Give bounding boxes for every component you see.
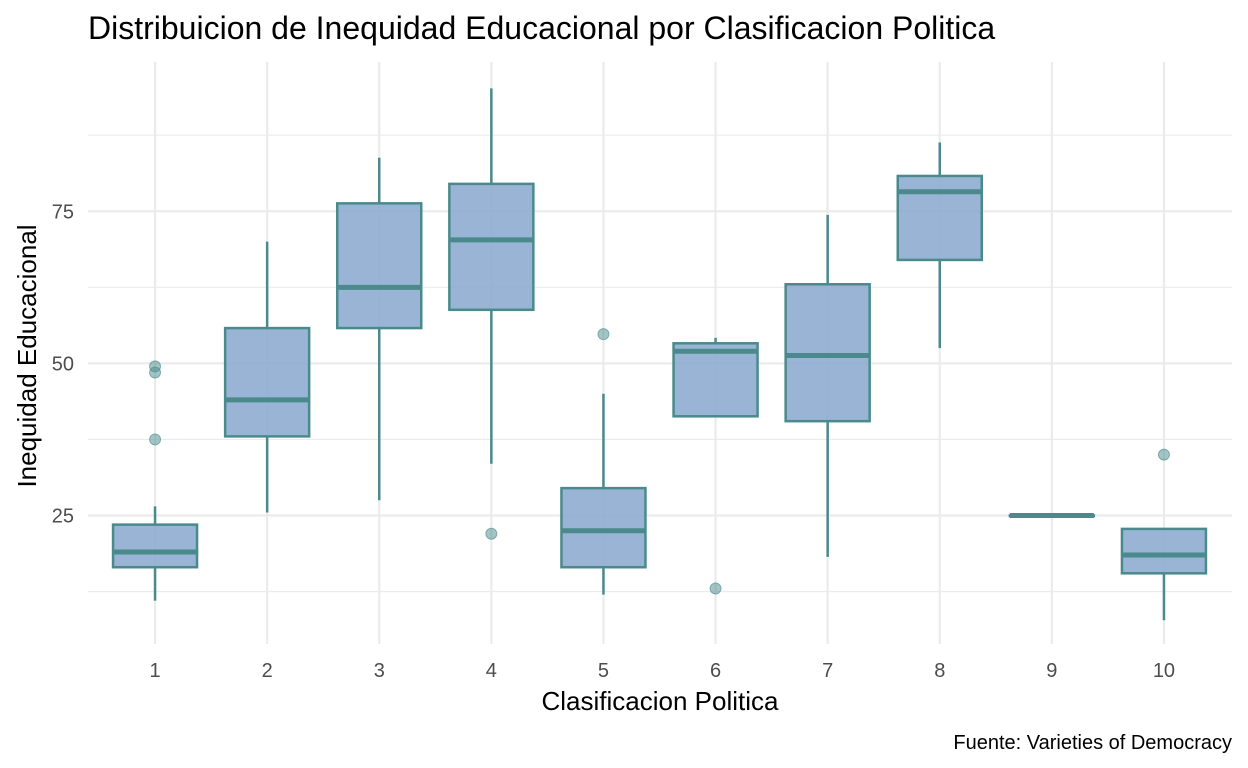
box-group — [1008, 513, 1096, 518]
y-axis-title: Inequidad Educacional — [12, 224, 42, 487]
box-group — [448, 88, 535, 540]
box-group — [111, 360, 199, 601]
box-group — [672, 337, 759, 595]
y-tick-labels: 25 50 75 — [52, 201, 74, 527]
x-tick-label: 9 — [1046, 660, 1057, 682]
x-tick-labels: 1 2 3 4 5 6 7 8 9 10 — [149, 660, 1175, 682]
box — [560, 486, 647, 569]
outlier-point — [149, 433, 162, 446]
box-group — [223, 241, 311, 513]
box — [896, 174, 983, 262]
caption: Fuente: Varieties of Democracy — [953, 732, 1232, 754]
box — [672, 342, 759, 418]
x-tick-label: 4 — [486, 660, 497, 682]
outlier-point — [1157, 448, 1170, 461]
y-tick-label: 75 — [52, 201, 74, 223]
outlier-point — [149, 360, 162, 373]
box-group — [336, 157, 423, 501]
y-tick-label: 25 — [52, 506, 74, 528]
box-group — [784, 214, 871, 557]
x-tick-label: 10 — [1153, 660, 1175, 682]
box — [111, 523, 199, 569]
x-tick-label: 8 — [934, 660, 945, 682]
boxes-layer — [111, 88, 1208, 621]
x-tick-label: 5 — [598, 660, 609, 682]
x-tick-label: 1 — [149, 660, 160, 682]
box — [1120, 527, 1208, 575]
x-tick-label: 6 — [710, 660, 721, 682]
x-tick-label: 3 — [374, 660, 385, 682]
outlier-point — [709, 582, 722, 595]
x-tick-label: 2 — [262, 660, 273, 682]
x-tick-label: 7 — [822, 660, 833, 682]
box — [336, 202, 423, 330]
chart-title: Distribuicion de Inequidad Educacional p… — [88, 10, 995, 46]
x-axis-title: Clasificacion Politica — [542, 686, 780, 716]
box-group — [1120, 448, 1208, 621]
box — [784, 283, 871, 423]
outlier-point — [485, 527, 498, 540]
y-tick-label: 50 — [52, 353, 74, 375]
box — [448, 182, 535, 312]
outlier-point — [597, 328, 610, 341]
box — [223, 326, 311, 438]
box-group — [896, 142, 983, 349]
box-group — [560, 328, 647, 595]
